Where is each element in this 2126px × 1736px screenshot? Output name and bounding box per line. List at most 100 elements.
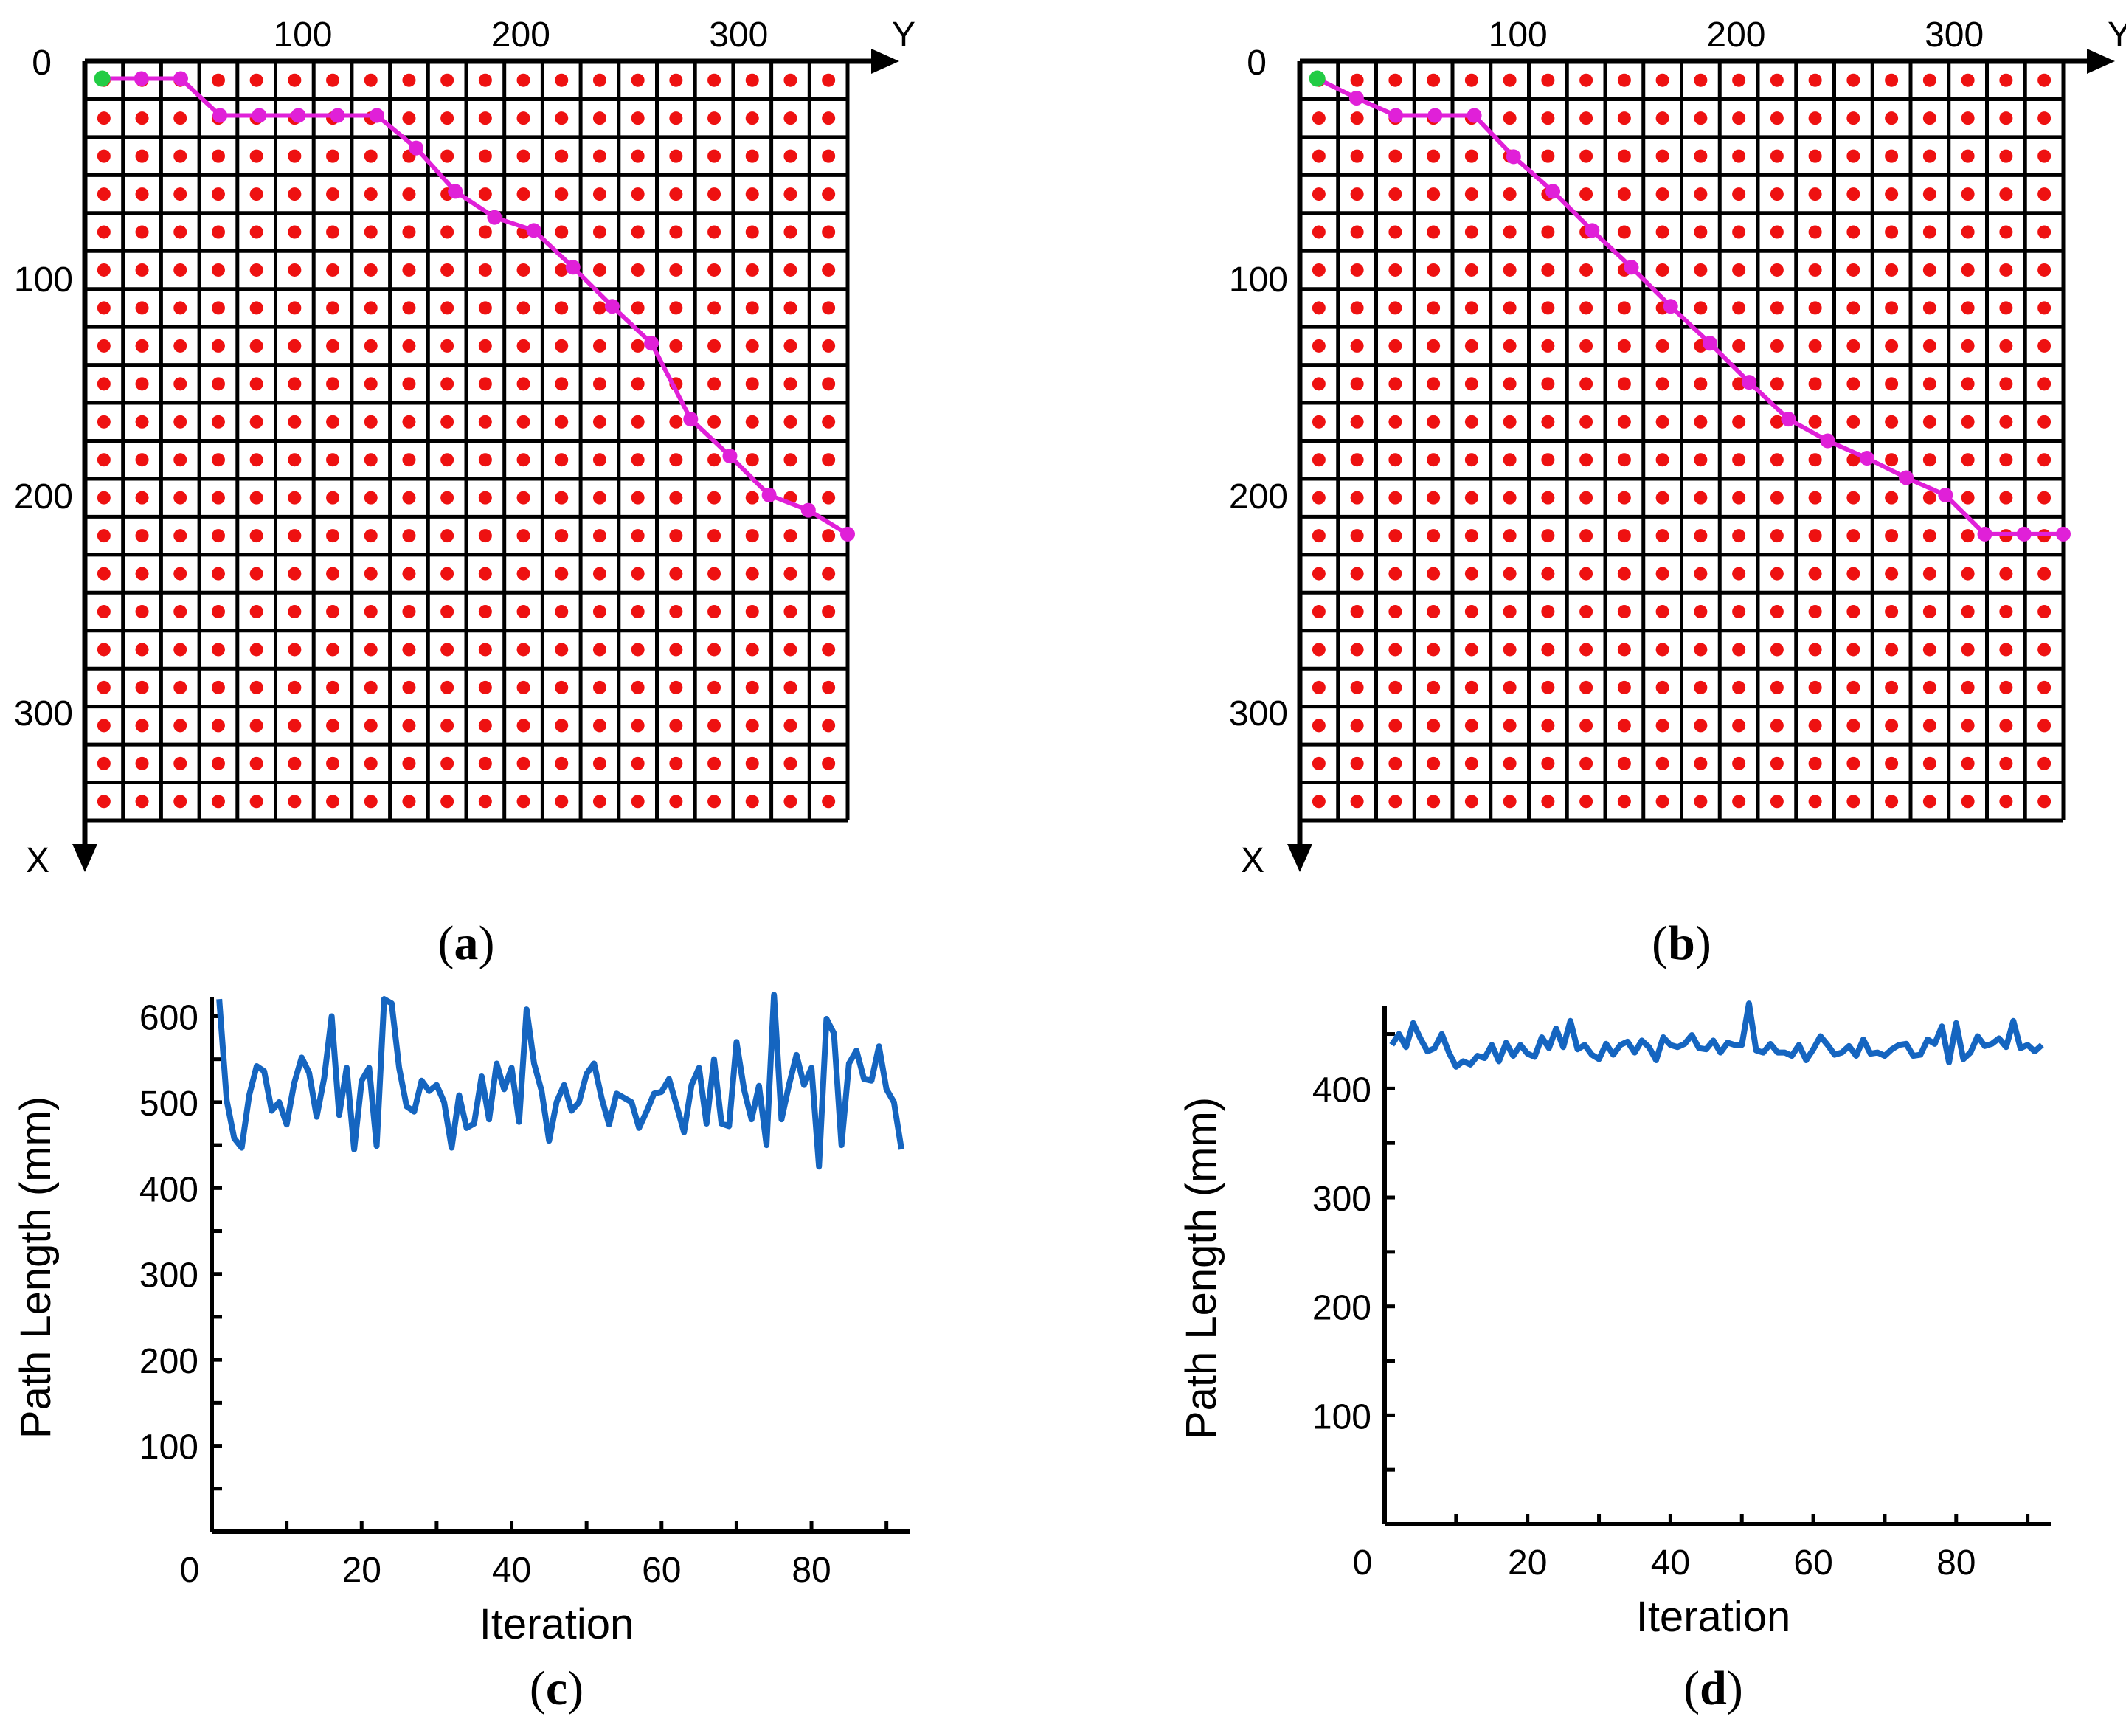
grid-node <box>1350 605 1364 619</box>
grid-node <box>1579 377 1593 391</box>
grid-node <box>402 187 416 201</box>
grid-node <box>1541 149 1555 163</box>
grid-node <box>592 567 606 581</box>
grid-node <box>1427 149 1441 163</box>
grid-node <box>1885 73 1899 87</box>
grid-node <box>1961 643 1975 657</box>
grid-node <box>1617 415 1631 429</box>
grid-node <box>1350 529 1364 543</box>
grid-node <box>516 680 530 694</box>
y-tick-label: 300 <box>139 1256 198 1296</box>
grid-node <box>1312 680 1326 694</box>
series-line-path-length <box>216 992 904 1170</box>
grid-node <box>1579 605 1593 619</box>
grid-node <box>822 73 836 87</box>
y-tick-label: 300 <box>1312 1180 1371 1219</box>
grid-node <box>173 643 187 657</box>
grid-node <box>211 263 225 277</box>
grid-node <box>1312 415 1326 429</box>
grid-node <box>1808 643 1822 657</box>
grid-node <box>783 377 797 391</box>
caption-close-paren: ) <box>479 916 495 970</box>
grid-node <box>1999 73 2013 87</box>
grid-node <box>1388 605 1402 619</box>
grid-node <box>288 301 302 315</box>
grid-node <box>1694 567 1708 581</box>
grid-node <box>364 301 378 315</box>
grid-node <box>1655 415 1669 429</box>
grid-node <box>173 491 187 505</box>
grid-node <box>364 377 378 391</box>
grid-node <box>1808 605 1822 619</box>
grid-node <box>1350 643 1364 657</box>
grid-node <box>1503 756 1517 770</box>
grid-node <box>1846 795 1860 809</box>
grid-node <box>402 605 416 619</box>
grid-node <box>555 453 569 467</box>
grid-node <box>402 643 416 657</box>
grid-node <box>1655 680 1669 694</box>
origin-label: 0 <box>1247 44 1267 83</box>
grid-node <box>783 225 797 239</box>
grid-node <box>783 301 797 315</box>
grid-node <box>97 453 111 467</box>
grid-node <box>1808 187 1822 201</box>
grid-node <box>1885 111 1899 125</box>
caption-open-paren: ( <box>1683 1661 1700 1715</box>
grid-node <box>211 795 225 809</box>
grid-node <box>1427 567 1441 581</box>
grid-node <box>1503 187 1517 201</box>
grid-node <box>2037 680 2051 694</box>
grid-node <box>1388 377 1402 391</box>
grid-node <box>135 567 149 581</box>
grid-node <box>249 453 263 467</box>
grid-node <box>707 491 721 505</box>
grid-node <box>1846 301 1860 315</box>
grid-node <box>1541 795 1555 809</box>
grid-node <box>1885 605 1899 619</box>
grid-node <box>1541 719 1555 733</box>
x-tick-label: 40 <box>492 1551 531 1590</box>
grid-node <box>1541 453 1555 467</box>
grid-node <box>1846 453 1860 467</box>
grid-node <box>364 73 378 87</box>
grid-node <box>135 719 149 733</box>
grid-node <box>1999 187 2013 201</box>
grid-node <box>1999 339 2013 353</box>
grid-node <box>1464 567 1478 581</box>
grid-node <box>1541 605 1555 619</box>
grid-node <box>1770 605 1784 619</box>
grid-node <box>2037 643 2051 657</box>
grid-node <box>783 415 797 429</box>
grid-node <box>1579 453 1593 467</box>
grid-node <box>1464 795 1478 809</box>
grid-node <box>1312 795 1326 809</box>
grid-node <box>402 339 416 353</box>
grid-node <box>135 377 149 391</box>
y-tick-label: 500 <box>139 1085 198 1124</box>
grid-node <box>364 756 378 770</box>
grid-node <box>669 719 683 733</box>
grid-node <box>97 149 111 163</box>
grid-node <box>1770 453 1784 467</box>
grid-node <box>1770 225 1784 239</box>
left-tick-label: 100 <box>14 260 73 300</box>
grid-node <box>1312 756 1326 770</box>
grid-node <box>2037 377 2051 391</box>
grid-node <box>707 263 721 277</box>
grid-node <box>1350 415 1364 429</box>
grid-node <box>783 795 797 809</box>
grid-node <box>1388 263 1402 277</box>
path-waypoint <box>800 502 816 518</box>
grid-node <box>288 187 302 201</box>
grid-node <box>1655 567 1669 581</box>
grid-node <box>1961 795 1975 809</box>
path-waypoint <box>1624 260 1639 275</box>
grid-node <box>326 491 340 505</box>
grid-node <box>1885 529 1899 543</box>
grid-node <box>97 567 111 581</box>
grid-node <box>1312 187 1326 201</box>
path-waypoint <box>1702 336 1717 351</box>
grid-node <box>2037 225 2051 239</box>
grid-node <box>288 643 302 657</box>
